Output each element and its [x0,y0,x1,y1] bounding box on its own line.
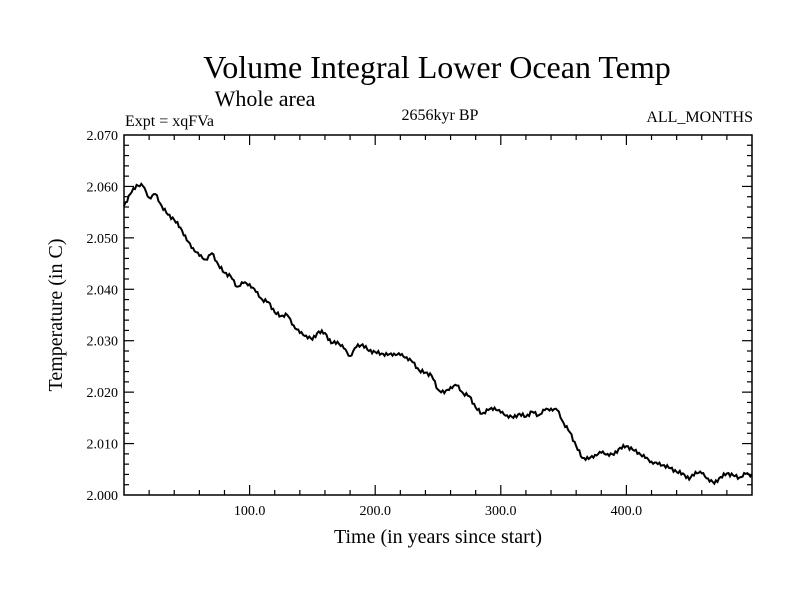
x-tick-label: 400.0 [611,504,643,519]
y-tick-label: 2.040 [87,283,119,298]
series-line [123,182,753,486]
plot-frame [123,134,753,496]
y-tick-label: 2.020 [87,386,119,401]
y-tick-label: 2.000 [87,489,119,504]
chart-title: Volume Integral Lower Ocean Temp [203,49,671,85]
months-label: ALL_MONTHS [646,109,753,126]
y-tick-label: 2.050 [87,232,119,247]
y-tick-label: 2.060 [87,180,119,195]
x-tick-label: 100.0 [234,504,266,519]
y-tick-label: 2.070 [87,129,119,144]
period-label: 2656kyr BP [402,107,479,124]
y-axis-label: Temperature (in C) [45,239,67,392]
x-axis-label: Time (in years since start) [334,526,542,548]
axis-tick-labels: 100.0 200.0 300.0 400.0 2.000 2.010 2.020 2.030… [87,129,643,519]
x-tick-label: 200.0 [359,504,391,519]
experiment-label: Expt = xqFVa [125,113,214,130]
axis-ticks [124,135,752,495]
chart-subtitle: Whole area [215,86,316,111]
y-tick-label: 2.030 [87,335,119,350]
y-tick-label: 2.010 [87,438,119,453]
x-tick-label: 300.0 [485,504,517,519]
